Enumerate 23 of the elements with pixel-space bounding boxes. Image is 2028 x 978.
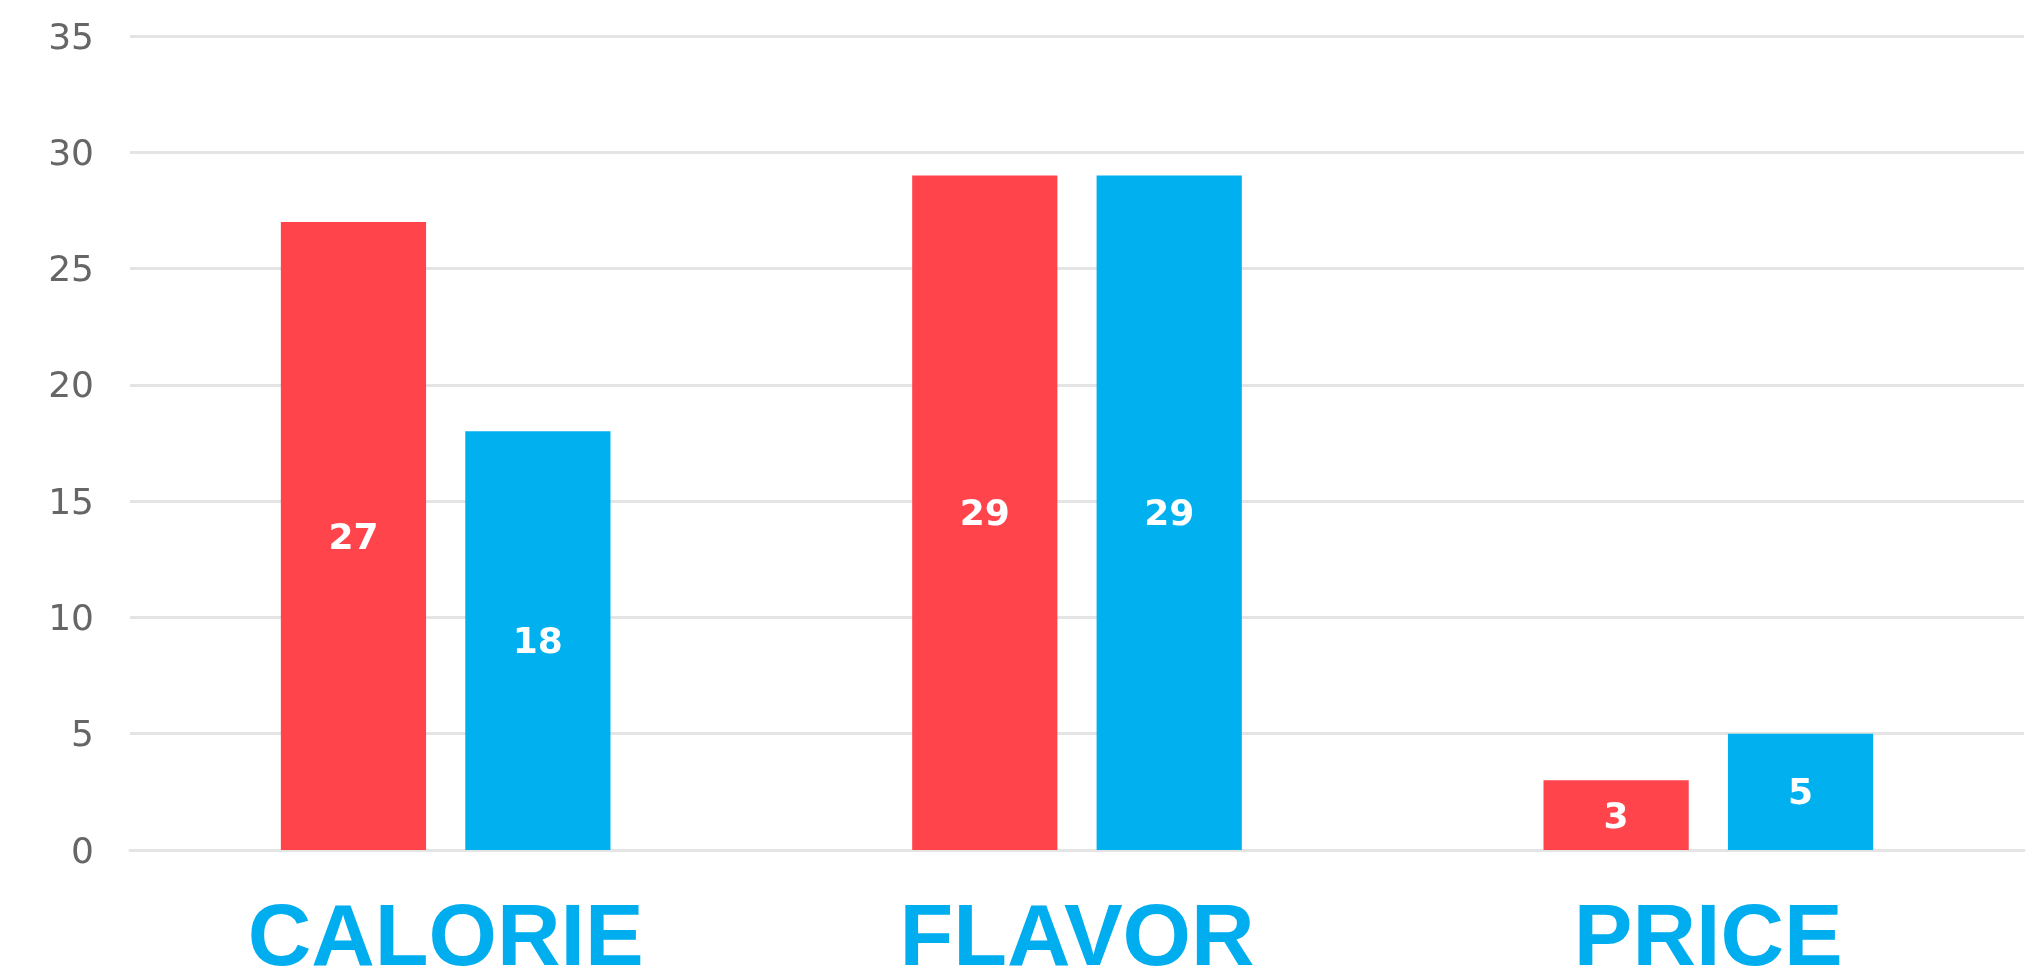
x-tick-label: CALORIE bbox=[247, 884, 644, 978]
bar bbox=[465, 431, 611, 850]
data-label: 27 bbox=[328, 515, 379, 557]
bar bbox=[1727, 733, 1874, 850]
data-label: 29 bbox=[1144, 492, 1195, 534]
data-label: 3 bbox=[1603, 794, 1629, 836]
y-tick-label: 35 bbox=[48, 15, 94, 57]
data-label: 5 bbox=[1788, 771, 1814, 813]
y-tick-label: 15 bbox=[48, 480, 94, 522]
bar bbox=[1543, 780, 1689, 850]
y-tick-label: 20 bbox=[48, 364, 94, 406]
x-tick-label: FLAVOR bbox=[899, 884, 1255, 978]
y-tick-label: 30 bbox=[48, 131, 94, 173]
y-tick-label: 25 bbox=[48, 248, 94, 290]
y-tick-label: 0 bbox=[71, 829, 94, 871]
x-tick-label: PRICE bbox=[1573, 884, 1843, 978]
data-label: 18 bbox=[512, 620, 563, 662]
bar bbox=[1096, 175, 1242, 850]
y-tick-label: 5 bbox=[71, 713, 94, 755]
bar bbox=[280, 222, 427, 850]
bar bbox=[912, 175, 1058, 850]
data-label: 29 bbox=[959, 492, 1010, 534]
y-tick-label: 10 bbox=[48, 596, 94, 638]
